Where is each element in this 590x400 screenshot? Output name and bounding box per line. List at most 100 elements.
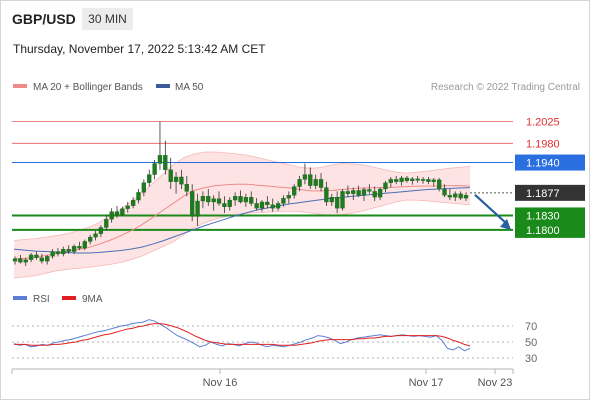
level-label-1-2025: 1.2025 bbox=[526, 117, 560, 129]
candle-up bbox=[71, 246, 77, 252]
candle-down bbox=[345, 191, 351, 194]
candle-up bbox=[23, 259, 28, 263]
candle-down bbox=[77, 246, 82, 249]
candle-up bbox=[281, 197, 286, 204]
forecast-arrow-head bbox=[500, 218, 511, 230]
candle-up bbox=[50, 251, 55, 257]
datetime: Thursday, November 17, 2022 5:13:42 AM C… bbox=[13, 42, 266, 56]
candle-up bbox=[130, 199, 136, 206]
candle-down bbox=[190, 191, 195, 217]
candle-down bbox=[168, 169, 173, 182]
candle-up bbox=[243, 197, 249, 203]
ma20-legend-swatch bbox=[13, 84, 27, 88]
level-label-1-1800: 1.1800 bbox=[526, 225, 560, 237]
level-label-1-1877: 1.1877 bbox=[526, 188, 560, 200]
candle-up bbox=[275, 203, 281, 209]
candle-down bbox=[318, 179, 324, 188]
candle-up bbox=[351, 190, 356, 194]
timeframe-badge-bg[interactable] bbox=[82, 8, 133, 30]
candle-down bbox=[447, 195, 453, 198]
candle-up bbox=[157, 155, 163, 164]
candle-up bbox=[232, 196, 238, 201]
rsi-tick-30: 30 bbox=[525, 353, 537, 365]
candle-up bbox=[93, 233, 98, 238]
rsi-chart: 70 50 30 bbox=[12, 319, 537, 365]
candle-up bbox=[141, 182, 147, 193]
bollinger-upper-line bbox=[13, 151, 471, 241]
x-axis: Nov 16 Nov 17 Nov 23 bbox=[11, 369, 514, 389]
level-tag-1-1877 bbox=[515, 184, 585, 201]
rsi-legend-swatch bbox=[13, 296, 27, 300]
bollinger-band bbox=[14, 152, 470, 278]
x-tick-label: Nov 23 bbox=[478, 377, 513, 389]
candle-up bbox=[388, 179, 393, 183]
candle-down bbox=[367, 189, 372, 192]
level-label-1-1940: 1.1940 bbox=[526, 158, 560, 170]
candle-down bbox=[415, 178, 420, 181]
candle-down bbox=[249, 197, 254, 204]
candle-up bbox=[109, 211, 114, 220]
ma20-line bbox=[13, 183, 471, 260]
candle-up bbox=[28, 254, 34, 260]
level-tag-1-1830 bbox=[515, 207, 585, 224]
symbol-title: GBP/USD bbox=[12, 11, 76, 27]
candle-up bbox=[286, 195, 291, 199]
candle-up bbox=[383, 182, 388, 190]
candle-up bbox=[302, 174, 308, 180]
candle-up bbox=[431, 179, 436, 182]
candle-down bbox=[179, 176, 184, 185]
candle-down bbox=[34, 254, 39, 258]
candle-down bbox=[39, 257, 44, 262]
candle-up bbox=[120, 208, 125, 215]
candle-up bbox=[297, 179, 302, 187]
candle-down bbox=[18, 258, 23, 263]
candle-up bbox=[420, 179, 426, 181]
candle-down bbox=[356, 190, 361, 196]
candle-up bbox=[125, 205, 130, 209]
candle-down bbox=[222, 203, 227, 207]
candle-up bbox=[195, 200, 200, 217]
candle-up bbox=[104, 219, 109, 228]
price-chart: 1.2025 1.1980 1.1940 1.1877 1.1830 1.1800 bbox=[12, 117, 585, 279]
candle-up bbox=[152, 163, 157, 175]
candle-down bbox=[254, 203, 259, 209]
candle-down bbox=[324, 187, 329, 203]
candle-up bbox=[329, 197, 334, 203]
candle-down bbox=[394, 179, 399, 182]
timeframe-badge[interactable]: 30 MIN bbox=[88, 12, 127, 26]
candle-up bbox=[173, 176, 179, 182]
candle-up bbox=[399, 177, 404, 182]
level-tag-1-1940 bbox=[515, 154, 585, 171]
rsi-ma-legend-swatch bbox=[62, 296, 76, 300]
candle-up bbox=[259, 201, 265, 209]
candle-down bbox=[308, 174, 313, 186]
candle-down bbox=[372, 191, 377, 198]
candle-up bbox=[61, 248, 66, 255]
candle-up bbox=[377, 188, 383, 198]
rsi-tick-70: 70 bbox=[525, 321, 537, 333]
candle-up bbox=[292, 186, 297, 196]
candle-down bbox=[206, 196, 211, 203]
ma50-line bbox=[13, 187, 471, 254]
candle-down bbox=[216, 198, 222, 204]
candle-down bbox=[442, 188, 447, 196]
level-label-1-1830: 1.1830 bbox=[526, 210, 560, 222]
candle-up bbox=[45, 256, 50, 262]
x-tick-label: Nov 17 bbox=[409, 377, 444, 389]
candle-up bbox=[88, 236, 93, 242]
level-label-1-1980: 1.1980 bbox=[526, 138, 560, 150]
candle-up bbox=[313, 179, 318, 186]
candle-up bbox=[98, 227, 104, 234]
candle-up bbox=[361, 189, 367, 196]
candle-down bbox=[265, 201, 270, 206]
candle-up bbox=[82, 241, 87, 249]
level-tag-1-1800 bbox=[515, 221, 585, 238]
candle-down bbox=[238, 196, 243, 203]
rsi-tick-50: 50 bbox=[525, 337, 537, 349]
candle-down bbox=[114, 211, 120, 215]
candle-down bbox=[437, 179, 442, 190]
candle-up bbox=[147, 174, 152, 183]
ma50-legend-swatch bbox=[156, 84, 170, 88]
rsi-ma-legend-label: 9MA bbox=[82, 294, 103, 305]
